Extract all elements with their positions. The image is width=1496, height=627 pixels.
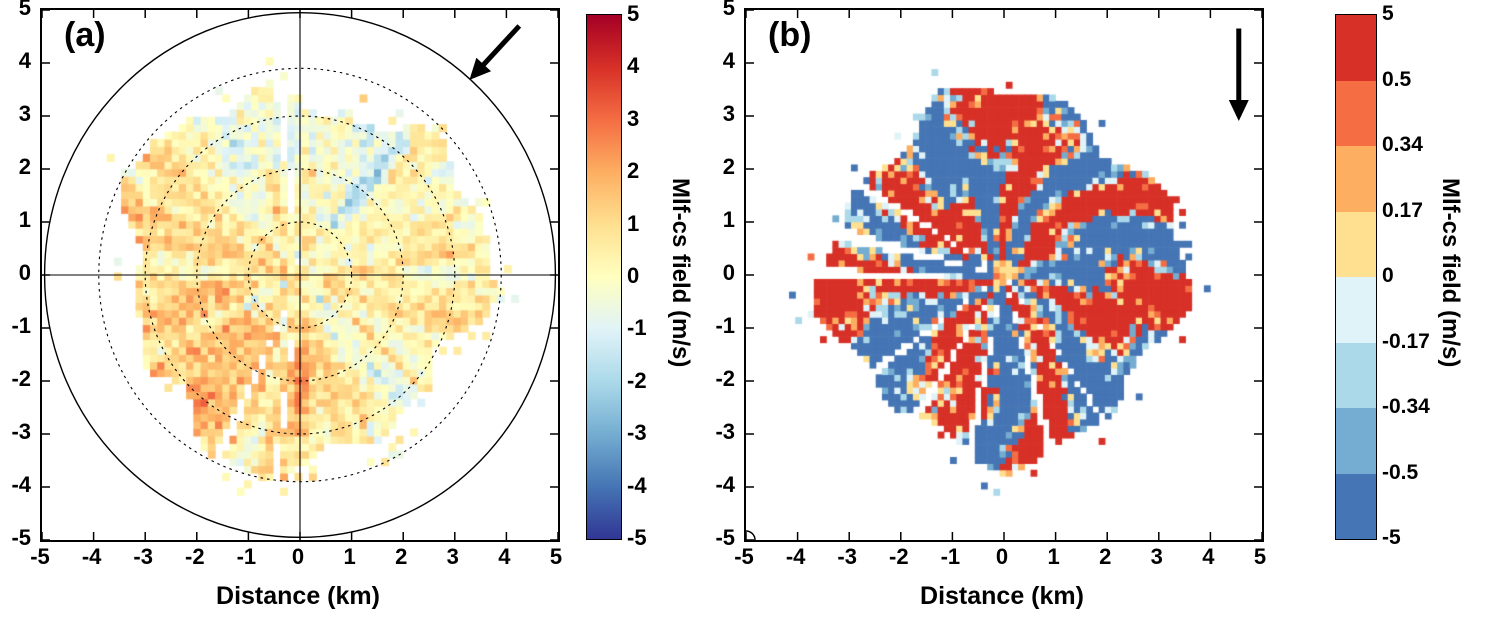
y-tick-label: -5 [11,525,31,550]
panel-b-overlay [746,10,1262,540]
y-tick-label: 3 [722,101,735,126]
panel-b-label: (b) [768,16,812,54]
x-tick-label: -4 [81,544,102,569]
panel-a-colorbar-ticks: 5 4 3 2 1 0 -1 -2 -3 -4 -5 [627,3,687,549]
y-tick-label: 4 [722,48,735,73]
x-tick-label: 0 [291,544,305,569]
y-tick-label: 0 [18,260,31,285]
panel-a-overlay [42,10,558,540]
y-tick-label: 0 [722,260,735,285]
x-tick-label: 2 [395,544,408,569]
y-tick-label: -3 [11,419,31,444]
x-tick-label: -1 [940,544,961,569]
y-tick-label: 5 [18,0,31,20]
x-tick-label: -2 [889,544,909,569]
x-tick-label: -3 [133,544,153,569]
y-tick-label: 4 [18,48,31,73]
colorbar-tick-label: 5 [1382,2,1394,25]
y-tick-label: -1 [11,313,31,338]
y-tick-label: -4 [11,472,31,497]
panel-b-heatmap [746,10,1262,540]
panel-b-x-axis: -5 -4 -3 -2 -1 0 1 2 3 4 5 [734,544,1266,572]
colorbar-tick-label: -4 [627,472,647,498]
y-tick-label: 3 [18,101,31,126]
y-tick-label: 1 [722,207,735,232]
x-tick-label: 4 [498,544,511,569]
x-tick-label: 3 [1150,544,1163,569]
panel-b-plot: (b) [744,8,1264,542]
colorbar-tick-label: -0.34 [1382,395,1430,418]
colorbar-tick-label: 4 [627,53,640,79]
panel-a-y-axis: 5 4 3 2 1 0 -1 -2 -3 -4 -5 [0,0,34,549]
x-tick-label: -5 [30,544,50,569]
colorbar-tick-label: -5 [627,525,647,550]
panel-a-plot: (a) [40,8,560,542]
colorbar-tick-label: -0.5 [1382,460,1419,484]
x-tick-label: 4 [1202,544,1215,569]
x-tick-label: -5 [734,544,754,569]
y-tick-label: 5 [722,0,735,20]
panel-b-colorbar-label: Mlf-cs field (m/s) [1437,178,1464,368]
y-tick-label: -4 [715,472,735,497]
x-tick-label: 2 [1099,544,1112,569]
x-tick-label: -3 [837,544,857,569]
colorbar-segment [1336,146,1376,212]
colorbar-tick-label: -2 [627,367,647,393]
x-tick-label: -2 [185,544,205,569]
colorbar-segment [1336,342,1376,408]
colorbar-tick-label: 0 [627,263,640,288]
x-tick-label: 1 [1047,544,1060,569]
x-tick-label: 3 [446,544,459,569]
colorbar-tick-label: 0.5 [1382,67,1412,91]
x-tick-label: 5 [549,544,563,569]
panel-b-y-axis: 5 4 3 2 1 0 -1 -2 -3 -4 -5 [704,0,738,549]
colorbar-tick-label: -3 [627,420,647,446]
colorbar-tick-label: 0.34 [1382,133,1423,156]
panel-a-label: (a) [64,16,106,54]
colorbar-segment [1336,408,1376,474]
colorbar-tick-label: -1 [627,315,647,341]
panel-b-colorbar-segments [1336,15,1376,539]
colorbar-segment [1336,473,1376,539]
panel-b-x-axis-title: Distance (km) [920,582,1084,610]
panel-a-x-axis: -5 -4 -3 -2 -1 0 1 2 3 4 5 [30,544,562,572]
y-tick-label: -3 [715,419,735,444]
colorbar-tick-label: 3 [627,105,640,131]
y-tick-label: 2 [722,154,735,179]
x-tick-label: 0 [995,544,1009,569]
panel-b-colorbar [1335,14,1377,540]
colorbar-tick-label: 5 [627,1,640,26]
x-tick-label: 1 [343,544,356,569]
y-tick-label: -2 [11,366,31,391]
colorbar-segment [1336,211,1376,277]
y-tick-label: -1 [715,313,735,338]
y-tick-label: 1 [18,207,31,232]
colorbar-tick-label: 1 [627,210,640,236]
colorbar-segment [1336,80,1376,146]
colorbar-tick-label: -0.17 [1382,329,1430,353]
panel-b-colorbar-ticks: 5 0.5 0.34 0.17 0 -0.17 -0.34 -0.5 -5 [1382,3,1452,549]
panel-a-colorbar-label: Mlf-cs field (m/s) [667,178,694,368]
panel-a-x-axis-title: Distance (km) [216,582,380,610]
colorbar-tick-label: -5 [1382,526,1401,549]
y-tick-label: -2 [715,366,735,391]
x-tick-label: -1 [236,544,257,569]
x-tick-label: -4 [785,544,806,569]
y-tick-label: -5 [715,525,735,550]
y-tick-label: 2 [18,154,31,179]
colorbar-tick-label: 0.17 [1382,198,1423,222]
colorbar-segment [1336,277,1376,343]
panel-a-colorbar [586,14,622,540]
x-tick-label: 5 [1253,544,1267,569]
colorbar-segment [1336,15,1376,81]
colorbar-tick-label: 2 [627,158,640,184]
colorbar-tick-label: 0 [1382,264,1394,287]
